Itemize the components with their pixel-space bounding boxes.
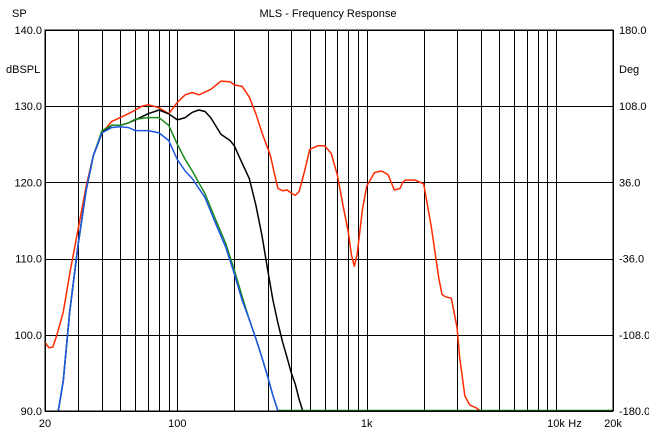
y2-tick-label: 108.0 — [619, 101, 647, 113]
right-unit-label: Deg — [619, 64, 639, 76]
chart-title: MLS - Frequency Response — [260, 8, 397, 20]
x-tick-label: 20 — [39, 418, 51, 430]
x-tick-label: 1k — [361, 418, 373, 430]
y-tick-label: 140.0 — [14, 25, 42, 37]
header-left-label: SP — [12, 8, 27, 20]
y2-tick-label: 36.0 — [619, 177, 640, 189]
plot-frame — [44, 29, 614, 412]
ticks-layer: 90.0 100.0 110.0 120.0 130.0 140.0 -180.0 -108.… — [14, 25, 649, 430]
x-unit-label: Hz — [568, 418, 581, 430]
series-line-2 — [57, 109, 304, 412]
series-line-4 — [57, 126, 279, 412]
y2-tick-label: -36.0 — [619, 254, 644, 266]
x-tick-label: 100 — [168, 418, 186, 430]
y-tick-label: 110.0 — [15, 254, 42, 266]
y2-tick-label: 180.0 — [619, 25, 647, 37]
y-tick-label: 130.0 — [14, 101, 42, 113]
y-tick-label: 90.0 — [21, 406, 42, 418]
y2-tick-label: -180.0 — [619, 406, 649, 418]
left-unit-label: dBSPL — [6, 64, 40, 76]
x-tick-label: 10k — [547, 418, 565, 430]
y2-tick-label: -108.0 — [619, 330, 649, 342]
y-tick-label: 120.0 — [14, 177, 42, 189]
series-line-1 — [44, 80, 482, 412]
grid-layer — [45, 30, 614, 412]
y-tick-label: 100.0 — [14, 330, 42, 342]
x-tick-label: 20k — [604, 418, 622, 430]
